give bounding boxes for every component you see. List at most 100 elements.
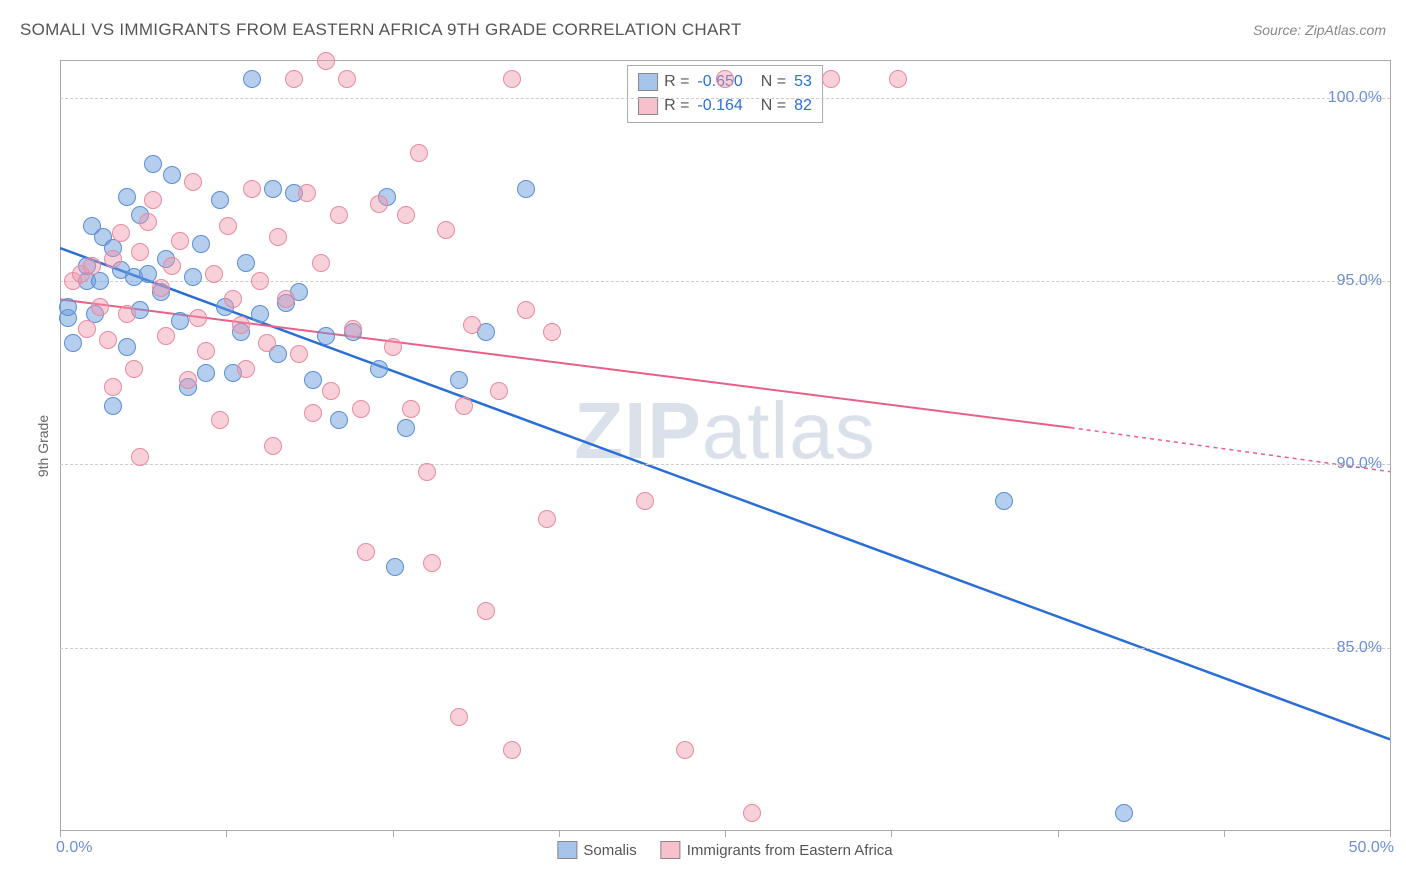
data-point [144, 155, 162, 173]
r-value: -0.164 [697, 97, 742, 115]
x-tick [1390, 831, 1391, 837]
data-point [889, 70, 907, 88]
data-point [418, 463, 436, 481]
y-tick-label: 100.0% [1328, 89, 1382, 107]
data-point [163, 166, 181, 184]
data-point [1115, 804, 1133, 822]
data-point [251, 305, 269, 323]
data-point [189, 309, 207, 327]
data-point [264, 437, 282, 455]
data-point [352, 400, 370, 418]
data-point [258, 334, 276, 352]
data-point [243, 180, 261, 198]
x-axis-end-label: 50.0% [1349, 839, 1394, 857]
data-point [125, 360, 143, 378]
data-point [78, 320, 96, 338]
data-point [477, 602, 495, 620]
data-point [344, 320, 362, 338]
x-tick [1058, 831, 1059, 837]
data-point [179, 371, 197, 389]
data-point [285, 70, 303, 88]
data-point [152, 279, 170, 297]
data-point [716, 70, 734, 88]
data-point [298, 184, 316, 202]
data-point [269, 228, 287, 246]
swatch-pink [661, 841, 681, 859]
data-point [503, 741, 521, 759]
data-point [402, 400, 420, 418]
data-point [219, 217, 237, 235]
y-tick-label: 85.0% [1337, 639, 1382, 657]
data-point [83, 257, 101, 275]
x-tick [226, 831, 227, 837]
data-point [99, 331, 117, 349]
data-point [277, 290, 295, 308]
data-point [243, 70, 261, 88]
x-tick [393, 831, 394, 837]
data-point [503, 70, 521, 88]
data-point [205, 265, 223, 283]
data-point [157, 327, 175, 345]
data-point [131, 448, 149, 466]
legend-item-somalis: Somalis [557, 841, 636, 859]
data-point [91, 298, 109, 316]
n-label: N = [761, 73, 786, 91]
data-point [112, 224, 130, 242]
data-point [397, 206, 415, 224]
chart-title: SOMALI VS IMMIGRANTS FROM EASTERN AFRICA… [20, 20, 742, 40]
data-point [118, 338, 136, 356]
data-point [118, 305, 136, 323]
data-point [317, 52, 335, 70]
data-point [211, 411, 229, 429]
data-point [171, 312, 189, 330]
legend-item-eastern-africa: Immigrants from Eastern Africa [661, 841, 893, 859]
data-point [290, 345, 308, 363]
series-legend: Somalis Immigrants from Eastern Africa [557, 841, 892, 859]
data-point [538, 510, 556, 528]
data-point [423, 554, 441, 572]
data-point [237, 254, 255, 272]
data-point [184, 173, 202, 191]
n-value: 82 [794, 97, 812, 115]
x-tick [60, 831, 61, 837]
data-point [224, 290, 242, 308]
data-point [386, 558, 404, 576]
data-point [104, 378, 122, 396]
swatch-icon [638, 73, 658, 91]
data-point [171, 232, 189, 250]
data-point [543, 323, 561, 341]
watermark-light: atlas [702, 386, 876, 475]
legend-label-2: Immigrants from Eastern Africa [687, 842, 893, 859]
data-point [517, 301, 535, 319]
n-label: N = [761, 97, 786, 115]
data-point [397, 419, 415, 437]
data-point [322, 382, 340, 400]
watermark-bold: ZIP [574, 386, 701, 475]
x-tick [891, 831, 892, 837]
x-tick [1224, 831, 1225, 837]
data-point [59, 298, 77, 316]
data-point [410, 144, 428, 162]
gridline-h [60, 648, 1390, 649]
data-point [370, 195, 388, 213]
data-point [163, 257, 181, 275]
data-point [330, 206, 348, 224]
data-point [330, 411, 348, 429]
data-point [197, 342, 215, 360]
y-axis-label: 9th Grade [35, 415, 51, 477]
watermark: ZIPatlas [574, 385, 875, 477]
data-point [131, 243, 149, 261]
data-point [64, 334, 82, 352]
data-point [251, 272, 269, 290]
data-point [139, 213, 157, 231]
gridline-h [60, 98, 1390, 99]
data-point [743, 804, 761, 822]
data-point [118, 188, 136, 206]
data-point [304, 404, 322, 422]
x-tick [559, 831, 560, 837]
data-point [517, 180, 535, 198]
data-point [232, 316, 250, 334]
swatch-icon [638, 97, 658, 115]
data-point [490, 382, 508, 400]
chart-plot-area: ZIPatlas R =-0.650N =53R =-0.164N =82 So… [60, 60, 1391, 831]
